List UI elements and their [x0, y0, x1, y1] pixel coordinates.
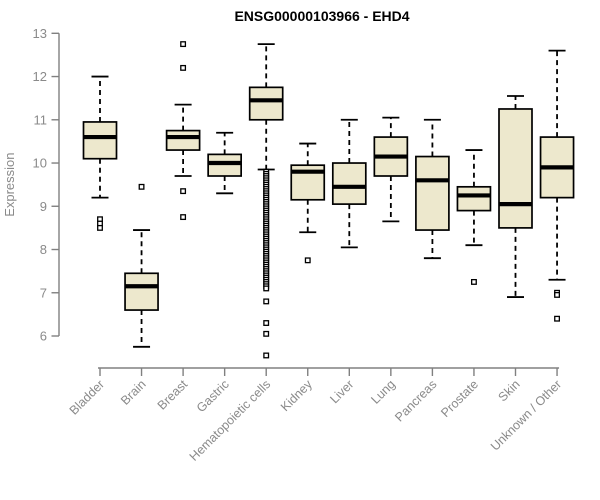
y-tick-label-9: 9	[40, 199, 47, 214]
outlier-brain-0	[138, 183, 145, 190]
outlier-hematopoietic-cells-3	[263, 352, 270, 359]
outlier-band-point-hematopoietic-cells	[263, 285, 270, 292]
y-axis-label: Expression	[2, 152, 17, 216]
outlier-hematopoietic-cells-1	[263, 320, 270, 326]
x-tick-label-brain: Brain	[118, 377, 149, 408]
x-tick-label-skin: Skin	[496, 377, 523, 404]
box-liver	[331, 162, 367, 205]
outlier-breast-2	[180, 188, 187, 195]
x-tick-label-kidney: Kidney	[278, 377, 315, 414]
outlier-bladder-2	[97, 224, 103, 231]
x-tick-label-hematopoietic-cells: Hematopoietic cells	[187, 377, 274, 464]
box-hematopoietic-cells	[248, 86, 284, 121]
chart-title: ENSG00000103966 - EHD4	[234, 8, 410, 24]
x-tick-label-breast: Breast	[155, 377, 191, 413]
outlier-hematopoietic-cells-0	[263, 298, 270, 305]
x-tick-label-lung: Lung	[368, 377, 398, 407]
y-tick-label-8: 8	[40, 242, 47, 257]
outlier-unknown-other-1	[554, 291, 560, 298]
x-tick-label-prostate: Prostate	[438, 377, 481, 420]
outlier-breast-3	[180, 214, 187, 221]
y-tick-label-6: 6	[40, 329, 47, 344]
outlier-breast-0	[180, 41, 187, 48]
outlier-prostate-0	[470, 278, 477, 285]
x-tick-label-pancreas: Pancreas	[392, 377, 439, 424]
box-breast	[165, 129, 201, 151]
x-tick-label-unknown-other: Unknown / Other	[488, 377, 564, 453]
outlier-hematopoietic-cells-2	[263, 330, 270, 337]
x-tick-label-bladder: Bladder	[67, 377, 107, 417]
y-tick-label-13: 13	[33, 26, 47, 41]
box-pancreas	[415, 155, 450, 231]
y-tick-label-7: 7	[40, 285, 47, 300]
box-bladder	[82, 121, 118, 160]
x-tick-label-gastric: Gastric	[194, 377, 232, 415]
outlier-unknown-other-2	[554, 315, 560, 322]
box-gastric	[207, 153, 242, 177]
y-tick-label-12: 12	[33, 69, 47, 84]
box-prostate	[456, 185, 492, 212]
outlier-kidney-0	[304, 257, 311, 264]
x-tick-label-liver: Liver	[327, 377, 356, 406]
y-tick-label-11: 11	[34, 112, 48, 127]
box-skin	[498, 108, 533, 229]
y-tick-label-10: 10	[33, 156, 47, 171]
box-brain	[124, 272, 159, 311]
outlier-breast-1	[180, 64, 187, 71]
